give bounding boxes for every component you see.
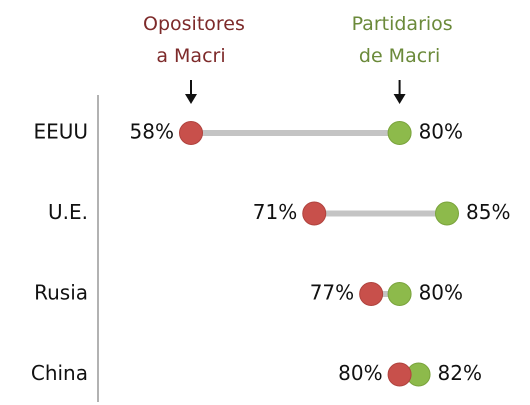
value-label: 82% xyxy=(438,361,482,385)
category-label: Rusia xyxy=(34,281,88,305)
value-label: 58% xyxy=(130,120,174,144)
value-label: 77% xyxy=(310,281,354,305)
dot xyxy=(387,282,412,306)
category-label: EEUU xyxy=(33,120,88,144)
legend-label: Partidarios de Macri xyxy=(351,13,453,67)
arrow-head xyxy=(393,94,406,104)
value-label: 80% xyxy=(419,281,463,305)
dot xyxy=(435,201,459,226)
category-label: China xyxy=(31,361,88,385)
legend-label: Opositores a Macri xyxy=(143,13,245,67)
dot xyxy=(302,201,327,226)
arrow-head xyxy=(185,94,197,104)
dot xyxy=(387,121,412,145)
value-label: 80% xyxy=(338,361,382,385)
dot xyxy=(387,362,412,387)
value-label: 85% xyxy=(466,200,510,224)
dot xyxy=(179,121,203,145)
value-label: 80% xyxy=(419,120,463,144)
dot xyxy=(359,282,384,306)
value-label: 71% xyxy=(253,200,297,224)
category-label: U.E. xyxy=(48,200,88,224)
